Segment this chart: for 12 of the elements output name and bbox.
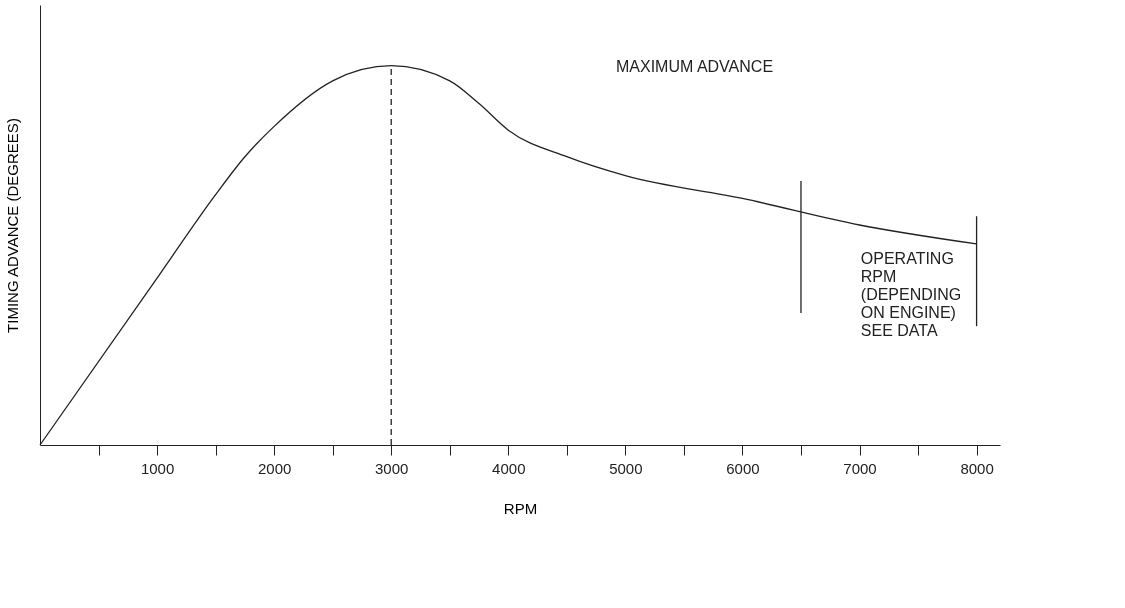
x-tick-label: 3000 bbox=[375, 459, 409, 477]
annotation: MAXIMUM ADVANCE bbox=[616, 57, 774, 75]
x-tick-label: 6000 bbox=[726, 459, 760, 477]
x-tick-label: 1000 bbox=[140, 459, 175, 477]
annotation: OPERATING RPM (DEPENDING ON ENGINE) SEE DATA bbox=[860, 250, 962, 340]
x-tick-label: 5000 bbox=[609, 459, 643, 477]
x-tick-label: 2000 bbox=[257, 459, 292, 477]
x-axis-title: RPM bbox=[503, 499, 538, 517]
x-tick-label: 8000 bbox=[960, 459, 994, 477]
x-tick-label: 4000 bbox=[492, 459, 526, 477]
x-tick-label: 7000 bbox=[843, 459, 877, 477]
y-axis-title: TIMING ADVANCE (DEGREES) bbox=[3, 118, 21, 333]
